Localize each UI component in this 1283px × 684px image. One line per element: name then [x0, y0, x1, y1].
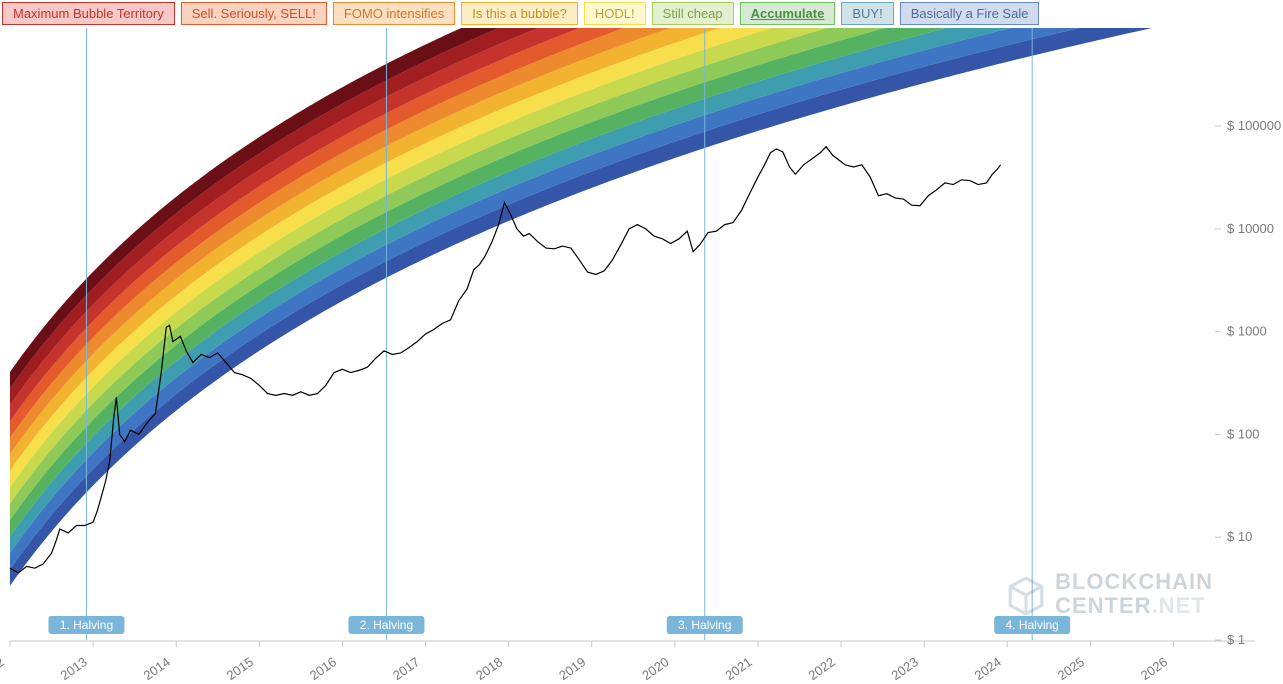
legend-item[interactable]: Is this a bubble? [461, 2, 578, 25]
x-tick-label: 2024 [972, 654, 1004, 683]
x-tick-label: 2022 [805, 654, 837, 683]
y-tick-label: $ 10 [1227, 529, 1252, 544]
x-tick-label: 2012 [0, 654, 7, 683]
legend-item[interactable]: FOMO intensifies [333, 2, 455, 25]
y-tick-label: $ 10000 [1227, 221, 1274, 236]
legend-item[interactable]: BUY! [841, 2, 893, 25]
x-tick-label: 2026 [1138, 654, 1170, 683]
legend-item[interactable]: HODL! [584, 2, 646, 25]
legend-item[interactable]: Basically a Fire Sale [900, 2, 1040, 25]
x-tick-label: 2018 [473, 654, 505, 683]
x-tick-label: 2023 [889, 654, 921, 683]
x-tick-label: 2014 [141, 654, 173, 683]
legend-item[interactable]: Maximum Bubble Territory [2, 2, 175, 25]
y-tick-label: $ 100000 [1227, 118, 1281, 133]
x-tick-label: 2015 [224, 654, 256, 683]
y-tick-label: $ 1 [1227, 632, 1245, 647]
legend-item[interactable]: Still cheap [652, 2, 734, 25]
legend-item[interactable]: Accumulate [740, 2, 836, 25]
x-tick-label: 2025 [1055, 654, 1087, 683]
rainbow-bands [10, 0, 1215, 586]
y-tick-label: $ 100 [1227, 426, 1260, 441]
y-tick-label: $ 1000 [1227, 324, 1267, 339]
legend: Maximum Bubble Territory Sell. Seriously,… [2, 2, 1281, 25]
x-tick-label: 2019 [556, 654, 588, 683]
x-tick-label: 2021 [722, 654, 754, 683]
x-tick-label: 2017 [390, 654, 422, 683]
rainbow-chart: 1. Halving 2. Halving 3. Halving 4. Halving… [0, 0, 1283, 684]
x-tick-label: 2016 [307, 654, 339, 683]
halving-label: 1. Halving [60, 618, 113, 632]
halving-label: 4. Halving [1005, 618, 1058, 632]
legend-item[interactable]: Sell. Seriously, SELL! [181, 2, 327, 25]
x-tick-label: 2020 [639, 654, 671, 683]
halving-label: 2. Halving [360, 618, 413, 632]
halving-label: 3. Halving [678, 618, 731, 632]
x-tick-label: 2013 [58, 654, 90, 683]
